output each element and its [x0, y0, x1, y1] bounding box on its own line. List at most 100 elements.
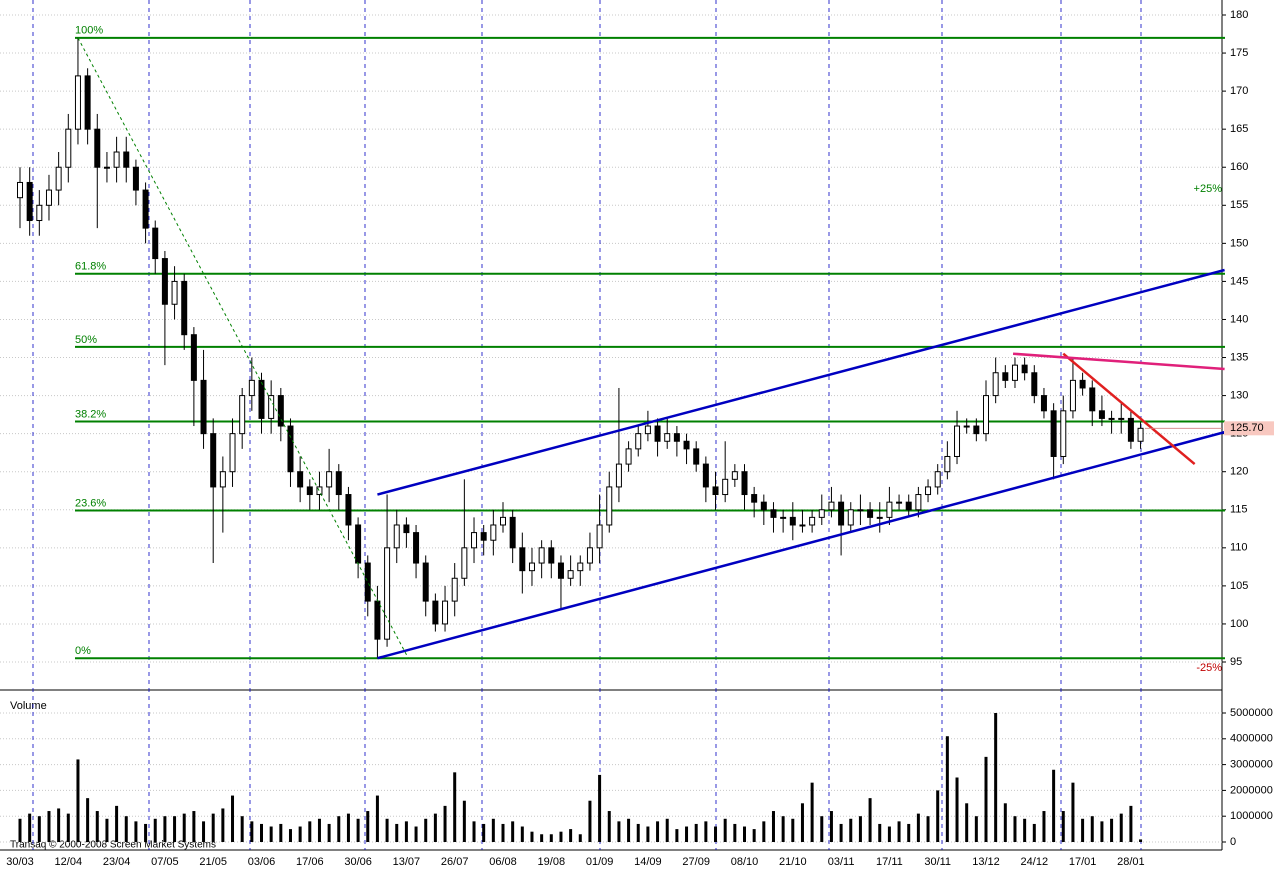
y-tick-label: 180 [1230, 9, 1248, 21]
volume-bar [443, 805, 447, 842]
volume-bar [733, 823, 737, 842]
level-label: 0% [75, 645, 91, 657]
candle-body [45, 189, 52, 206]
candle-body [161, 258, 168, 305]
volume-bar [752, 829, 756, 842]
volume-bar [202, 821, 206, 842]
x-tick-label: 12/04 [55, 856, 83, 868]
volume-bar [1013, 816, 1017, 842]
candle-body [905, 501, 912, 511]
v-tick-label: 1000000 [1230, 810, 1273, 822]
y-tick-label: 175 [1230, 47, 1248, 59]
volume-bar [366, 811, 370, 842]
candle-body [335, 471, 342, 496]
volume-bar [95, 811, 99, 842]
candle-body [954, 425, 961, 457]
volume-bar [829, 811, 833, 842]
candle-body [664, 433, 671, 442]
candle-body [519, 547, 526, 572]
volume-bar [907, 823, 911, 842]
volume-bar [839, 823, 843, 842]
candle-body [413, 532, 420, 564]
candle-body [345, 494, 352, 526]
candle-body [480, 532, 487, 541]
candle-body [306, 486, 313, 496]
volume-bar [395, 823, 399, 842]
level-label: 23.6% [75, 497, 106, 509]
candle-body [364, 562, 371, 602]
volume-bar [617, 821, 621, 842]
candle-body [1050, 410, 1057, 457]
candle-body [229, 433, 236, 473]
volume-bar [462, 800, 466, 842]
candle-body [702, 463, 709, 488]
candle-body [828, 501, 835, 511]
candle-body [983, 395, 989, 435]
volume-bar [28, 813, 32, 842]
candle-body [461, 547, 468, 579]
volume-bar [771, 811, 775, 842]
volume-bar [211, 813, 215, 842]
volume-bar [260, 823, 263, 842]
candle-body [277, 395, 284, 427]
candle-body [693, 448, 700, 465]
volume-bar [945, 736, 949, 842]
volume-bar [627, 818, 631, 842]
x-tick-label: 03/11 [828, 856, 855, 868]
volume-bar [404, 821, 408, 842]
x-tick-label: 17/01 [1069, 856, 1097, 868]
volume-bar [665, 818, 669, 842]
volume-bar [955, 777, 959, 842]
candle-body [809, 516, 816, 526]
v-tick-label: 2000000 [1230, 784, 1273, 796]
candle-body [393, 524, 400, 549]
x-tick-label: 26/07 [441, 856, 469, 868]
level-label: 100% [75, 25, 103, 37]
candle-body [915, 494, 922, 511]
candle-body [963, 425, 970, 428]
candle-body [818, 509, 825, 518]
volume-bar [173, 816, 177, 842]
candle-body [297, 471, 304, 488]
x-tick-label: 28/01 [1117, 856, 1145, 868]
volume-bar [1081, 818, 1085, 842]
candle-body [673, 433, 680, 442]
candle-body [635, 433, 642, 450]
volume-bar [453, 772, 457, 842]
v-tick-label: 4000000 [1230, 733, 1273, 745]
volume-bar [308, 821, 312, 842]
candle-body [219, 471, 226, 488]
y-tick-label: 150 [1230, 237, 1248, 249]
candle-body [500, 516, 506, 526]
volume-bar [858, 816, 862, 842]
volume-bar [520, 826, 524, 842]
level-label: 38.2% [75, 408, 106, 420]
volume-bar [868, 798, 872, 842]
candle-body [867, 509, 874, 518]
y-tick-label: 120 [1230, 466, 1248, 478]
volume-bar [57, 808, 61, 842]
candle-body [567, 570, 574, 579]
volume-bar [66, 813, 70, 842]
volume-bar [714, 826, 718, 842]
annotation: -25% [1196, 662, 1222, 674]
x-tick-label: 21/10 [779, 856, 807, 868]
x-tick-label: 17/06 [296, 856, 324, 868]
trendline [377, 268, 1225, 496]
candle-body [17, 181, 23, 199]
candle-body [268, 395, 275, 419]
candle-body [712, 486, 719, 496]
candle-body [1118, 417, 1125, 420]
volume-bar [269, 826, 273, 842]
candle-body [171, 280, 178, 305]
volume-bar [375, 795, 379, 842]
candle-body [538, 547, 545, 564]
candle-body [142, 189, 149, 229]
volume-bar [530, 831, 534, 842]
candle-body [123, 151, 130, 168]
y-tick-label: 170 [1230, 85, 1248, 97]
y-tick-label: 135 [1230, 351, 1248, 363]
volume-bar [540, 834, 544, 842]
candle-body [973, 425, 980, 435]
volume-bar [791, 818, 795, 842]
